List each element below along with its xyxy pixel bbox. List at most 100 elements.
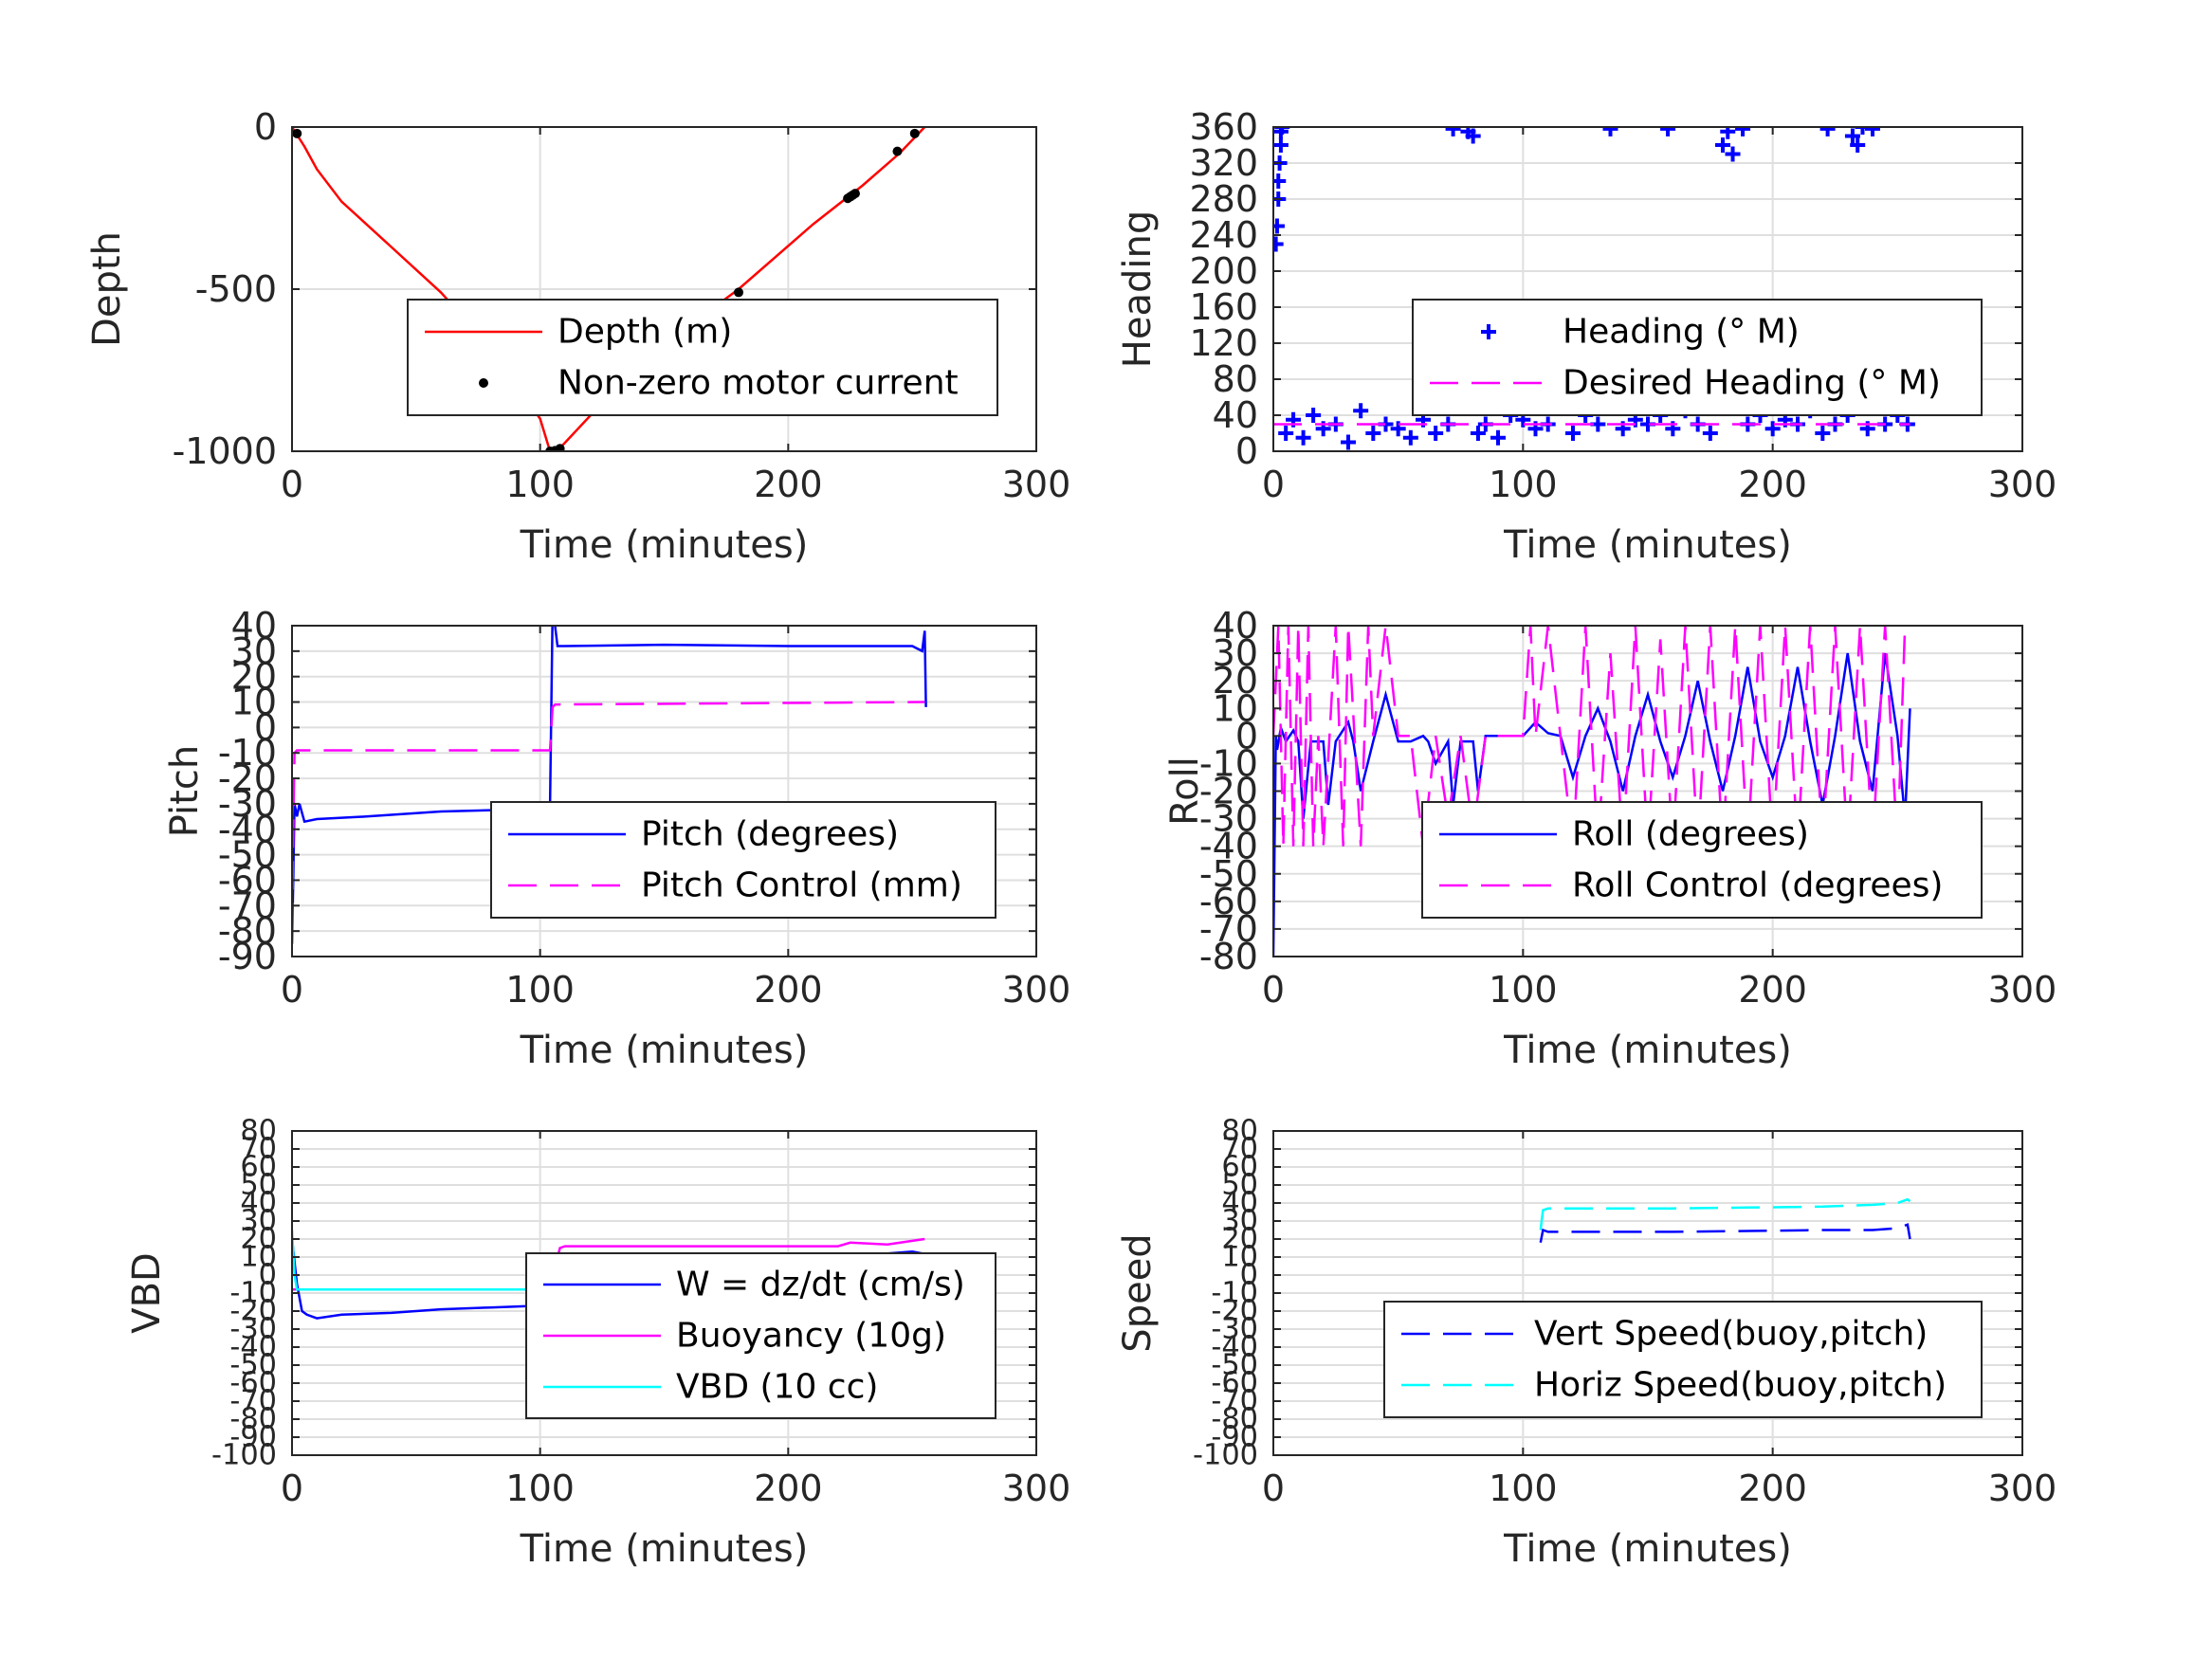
- speed-ytick-label-12: 20: [1221, 1223, 1258, 1256]
- speed-ytick-label-2: -80: [1211, 1403, 1258, 1436]
- heading-series-0-point-46: [1702, 426, 1718, 441]
- vbd-legend-label-0: W = dz/dt (cm/s): [676, 1266, 965, 1304]
- vbd-legend-label-1: Buoyancy (10g): [676, 1317, 946, 1356]
- roll-ytick-label-2: -60: [1199, 881, 1258, 922]
- roll-ylabel: Roll: [1163, 757, 1207, 826]
- depth-xlabel: Time (minutes): [520, 523, 809, 567]
- speed-ytick-label-3: -70: [1211, 1385, 1258, 1418]
- roll-ytick-label-6: -20: [1199, 771, 1258, 812]
- speed-series-0-line: [1539, 1223, 1911, 1244]
- heading-ytick-label-8: 320: [1189, 142, 1258, 184]
- speed-ytick-label-7: -30: [1211, 1313, 1258, 1346]
- vbd-ytick-label-10: 0: [259, 1259, 277, 1292]
- roll-ytick-label-1: -70: [1199, 908, 1258, 950]
- heading-series-0-point-23: [1445, 127, 1461, 137]
- heading-series-0-point-18: [1390, 421, 1406, 437]
- heading-series-0-point-16: [1365, 426, 1381, 441]
- pitch-xtick-label-2: 200: [754, 969, 823, 1011]
- heading-ytick-label-7: 280: [1189, 178, 1258, 220]
- vbd-ytick-label-2: -80: [229, 1403, 277, 1436]
- speed-xtick-label-2: 200: [1738, 1468, 1807, 1509]
- vbd-ytick-label-4: -60: [229, 1367, 277, 1400]
- vbd-xtick-label-0: 0: [281, 1468, 303, 1509]
- roll-ytick-label-4: -40: [1199, 826, 1258, 867]
- vbd-ytick-label-6: -40: [229, 1331, 277, 1364]
- pitch-ytick-label-5: -40: [218, 809, 277, 850]
- pitch-ytick-label-4: -50: [218, 834, 277, 876]
- vbd-ytick-label-1: -90: [229, 1421, 277, 1454]
- speed-ytick-label-0: -100: [1193, 1439, 1258, 1472]
- speed-xlabel: Time (minutes): [1503, 1527, 1792, 1571]
- vbd-ytick-label-15: 50: [240, 1169, 277, 1202]
- pitch-xtick-label-1: 100: [505, 969, 575, 1011]
- heading-ylabel: Heading: [1116, 210, 1160, 368]
- pitch-xlabel: Time (minutes): [520, 1029, 809, 1072]
- roll-ytick-label-11: 30: [1213, 632, 1258, 674]
- heading-series-0-point-8: [1278, 426, 1294, 441]
- speed-ytick-label-13: 30: [1221, 1205, 1258, 1238]
- speed-ytick-label-14: 40: [1221, 1187, 1258, 1220]
- vbd-ytick-label-18: 80: [240, 1115, 277, 1148]
- speed-ytick-label-1: -90: [1211, 1421, 1258, 1454]
- vbd-ytick-label-5: -50: [229, 1349, 277, 1382]
- pitch-ytick-label-11: 20: [231, 656, 277, 698]
- depth-series-1-point-10: [909, 128, 920, 138]
- speed-ytick-label-15: 50: [1221, 1169, 1258, 1202]
- roll-xtick-label-3: 300: [1988, 969, 2057, 1011]
- roll-ytick-label-5: -30: [1199, 798, 1258, 840]
- heading-series-0-point-48: [1720, 127, 1736, 139]
- speed-ytick-label-6: -40: [1211, 1331, 1258, 1364]
- pitch-legend-label-0: Pitch (degrees): [641, 815, 899, 854]
- vbd-ytick-label-14: 40: [240, 1187, 277, 1220]
- speed-ytick-label-10: 0: [1240, 1259, 1258, 1292]
- heading-xlabel: Time (minutes): [1503, 523, 1792, 567]
- depth-xtick-label-1: 100: [505, 464, 575, 505]
- roll-legend-label-1: Roll Control (degrees): [1572, 866, 1943, 905]
- vbd-ytick-label-17: 70: [240, 1133, 277, 1166]
- speed-xtick-label-3: 300: [1988, 1468, 2057, 1509]
- heading-legend-label-1: Desired Heading (° M): [1563, 364, 1941, 403]
- heading-chart: 0 100 200 30004080120160200240280320360Time…: [1116, 106, 2057, 567]
- heading-ytick-label-9: 360: [1189, 106, 1258, 148]
- pitch-ytick-label-3: -60: [218, 859, 277, 901]
- speed-ytick-label-4: -60: [1211, 1367, 1258, 1400]
- heading-legend: Heading (° M) Desired Heading (° M): [1412, 299, 1983, 416]
- pitch-series-1-line: [292, 701, 925, 932]
- heading-series-0-point-15: [1353, 403, 1369, 419]
- roll-ytick-label-10: 20: [1213, 660, 1258, 702]
- depth-legend-label-0: Depth (m): [558, 313, 732, 352]
- heading-xtick-label-3: 300: [1988, 464, 2057, 505]
- vbd-xlabel: Time (minutes): [520, 1527, 809, 1571]
- speed-series-1-line: [1539, 1197, 1911, 1231]
- pitch-ylabel: Pitch: [163, 745, 207, 837]
- pitch-xtick-label-3: 300: [1002, 969, 1071, 1011]
- vbd-ytick-label-11: 10: [240, 1241, 277, 1274]
- vbd-chart: 0 100 200 300-100-90-80-70-60-50-40-30-20-1…: [125, 1115, 1070, 1572]
- depth-xtick-label-3: 300: [1002, 464, 1071, 505]
- heading-series-0-point-47: [1715, 137, 1730, 153]
- pitch-ytick-label-8: -10: [218, 732, 277, 774]
- vbd-ylabel: VBD: [125, 1252, 169, 1334]
- heading-series-0-point-10: [1295, 429, 1311, 446]
- speed-legend-label-0: Vert Speed(buoy,pitch): [1534, 1315, 1928, 1354]
- heading-legend-swatch-0: [1481, 324, 1496, 339]
- vbd-ytick-label-16: 60: [240, 1151, 277, 1184]
- pitch-ytick-label-2: -70: [218, 884, 277, 926]
- pitch-ytick-label-7: -20: [218, 757, 277, 799]
- heading-ytick-label-0: 0: [1235, 430, 1258, 472]
- depth-series-1-point-8: [850, 189, 860, 199]
- vbd-xtick-label-3: 300: [1002, 1468, 1071, 1509]
- speed-ytick-label-11: 10: [1221, 1241, 1258, 1274]
- roll-xtick-label-1: 100: [1489, 969, 1558, 1011]
- speed-xtick-label-1: 100: [1489, 1468, 1558, 1509]
- heading-series-0-point-7: [1274, 127, 1290, 135]
- heading-series-0-point-14: [1341, 434, 1356, 450]
- heading-series-0-point-21: [1428, 426, 1444, 441]
- heading-ytick-label-4: 160: [1189, 286, 1258, 328]
- roll-ytick-label-9: 10: [1213, 687, 1258, 729]
- vbd-ytick-label-8: -20: [229, 1295, 277, 1328]
- speed-ytick-label-18: 80: [1221, 1115, 1258, 1148]
- roll-plot-area: [1273, 626, 1911, 957]
- roll-chart: 0 100 200 300-80-70-60-50-40-30-20-10010203…: [1163, 605, 2057, 1072]
- depth-ytick-label-1: -500: [195, 268, 277, 310]
